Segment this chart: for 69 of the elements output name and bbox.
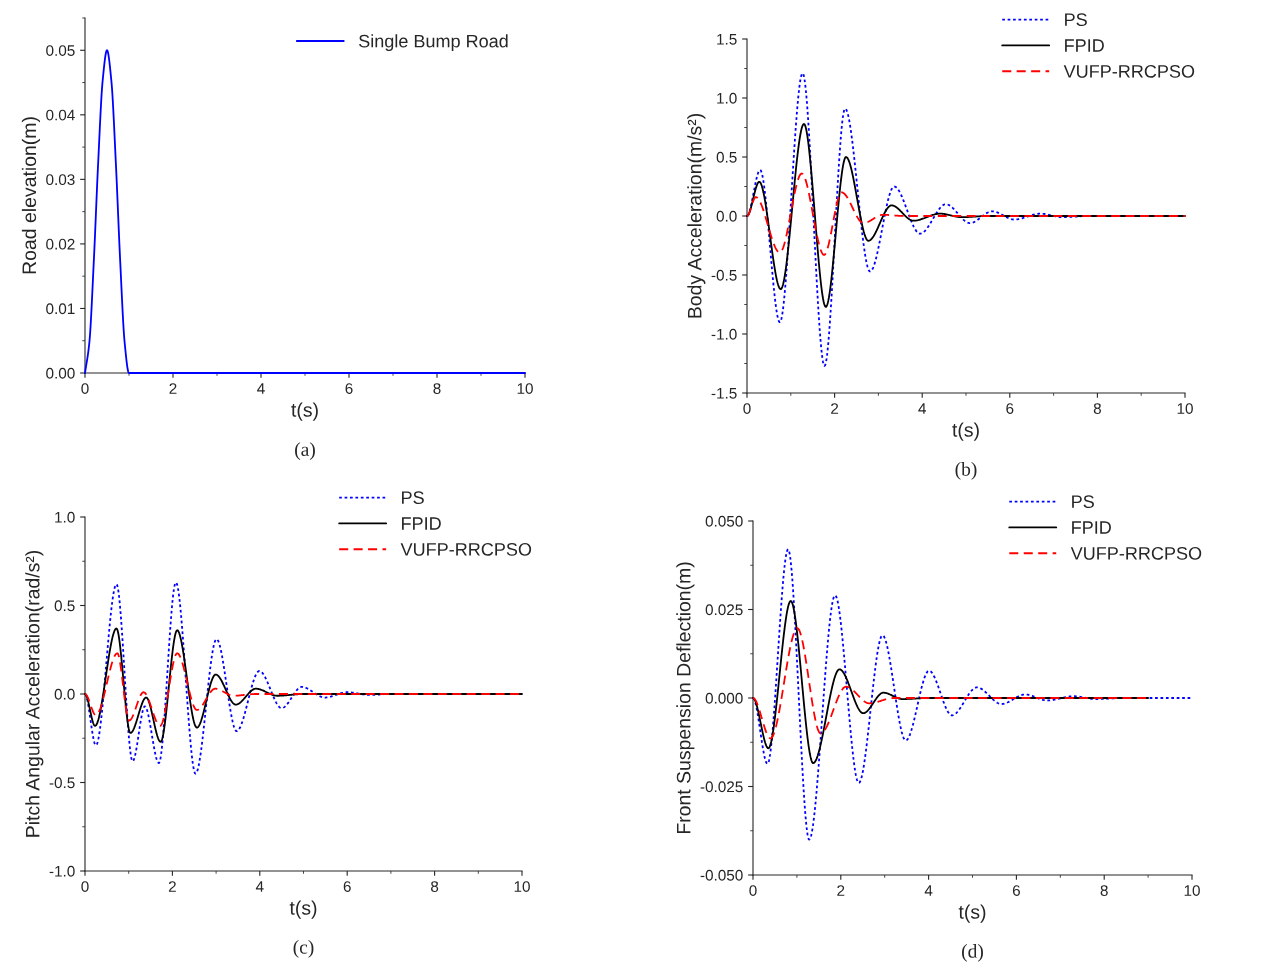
text: (b) [955,462,977,480]
y-tick-label: 0.5 [54,600,75,612]
y-tick-label: 1.0 [55,511,75,523]
x-tick-label: 8 [1100,885,1108,896]
x-tick-label: 0 [81,881,89,892]
x-axis-title: t(s) [958,904,986,923]
x-tick-label: 10 [1184,885,1200,896]
legend-label: PS [1065,13,1087,27]
x-tick-label: 4 [918,403,926,414]
y-tick-label: 1.5 [717,34,737,45]
y-tick-label: 0.00 [46,367,75,379]
y-tick-label: 0.5 [716,151,737,163]
legend-label: PS [1072,495,1094,509]
x-tick-label: 2 [168,881,176,892]
x-axis-title: t(s) [289,900,317,919]
y-tick-label: 1.0 [717,92,737,104]
y-tick-label: -0.5 [711,269,737,281]
text: (d) [962,944,983,962]
x-tick-label: 8 [1093,403,1101,414]
y-tick-label: -1.0 [49,865,75,877]
legend-label: VUFP-RRCPSO [1070,546,1202,560]
y-tick-label: 0.0 [54,688,75,700]
x-tick-label: 10 [1177,403,1193,414]
x-tick-label: 2 [169,383,177,394]
y-tick-label: 0.02 [46,238,75,250]
x-tick-label: 0 [749,885,757,896]
y-tick-label: 0.0 [716,210,737,222]
y-axis-title: Pitch Angular Acceleration(rad/s²) [25,550,44,837]
x-tick-label: 6 [1006,403,1014,414]
legend-label: FPID [402,517,441,530]
y-tick-label: 0.03 [46,174,75,186]
text: (c) [293,940,314,958]
y-axis-title: Front Suspension Deflection(m) [676,562,695,834]
x-tick-label: 8 [433,383,441,394]
y-tick-label: 0.01 [46,303,75,315]
x-tick-label: 0 [743,403,751,414]
y-tick-label: 0.05 [46,45,75,56]
x-tick-label: 2 [837,885,845,896]
y-tick-label: -0.050 [700,869,743,881]
y-tick-label: -1.0 [711,328,737,340]
x-axis-title: t(s) [952,422,979,441]
y-tick-label: 0.050 [705,515,743,527]
x-tick-label: 10 [514,881,530,892]
legend-label: VUFP-RRCPSO [400,542,532,556]
y-tick-label: -0.025 [700,781,743,793]
legend-label: FPID [1072,521,1111,534]
y-axis-title: Road elevation(m) [21,117,40,274]
x-tick-label: 10 [517,383,533,394]
y-tick-label: -0.5 [49,777,75,789]
x-tick-label: 8 [431,881,439,892]
x-tick-label: 4 [255,881,264,892]
x-tick-label: 6 [1012,885,1020,896]
legend-label: Single Bump Road [359,34,508,52]
x-tick-label: 6 [345,383,353,394]
x-tick-label: 4 [924,885,933,896]
y-tick-label: -1.5 [711,388,737,399]
x-axis-title: t(s) [291,402,318,421]
legend-label: FPID [1065,39,1104,52]
y-tick-label: 0.025 [705,604,743,616]
text: (a) [295,442,315,460]
y-tick-label: 0.000 [705,692,743,704]
x-tick-label: 2 [831,403,839,414]
x-tick-label: 0 [81,383,89,394]
legend-label: VUFP-RRCPSO [1063,64,1195,78]
y-axis-title: Body Acceleration(m/s²) [687,114,706,318]
y-tick-label: 0.04 [46,109,75,121]
legend-label: PS [402,491,424,505]
x-tick-label: 4 [257,383,265,394]
x-tick-label: 6 [343,881,351,892]
